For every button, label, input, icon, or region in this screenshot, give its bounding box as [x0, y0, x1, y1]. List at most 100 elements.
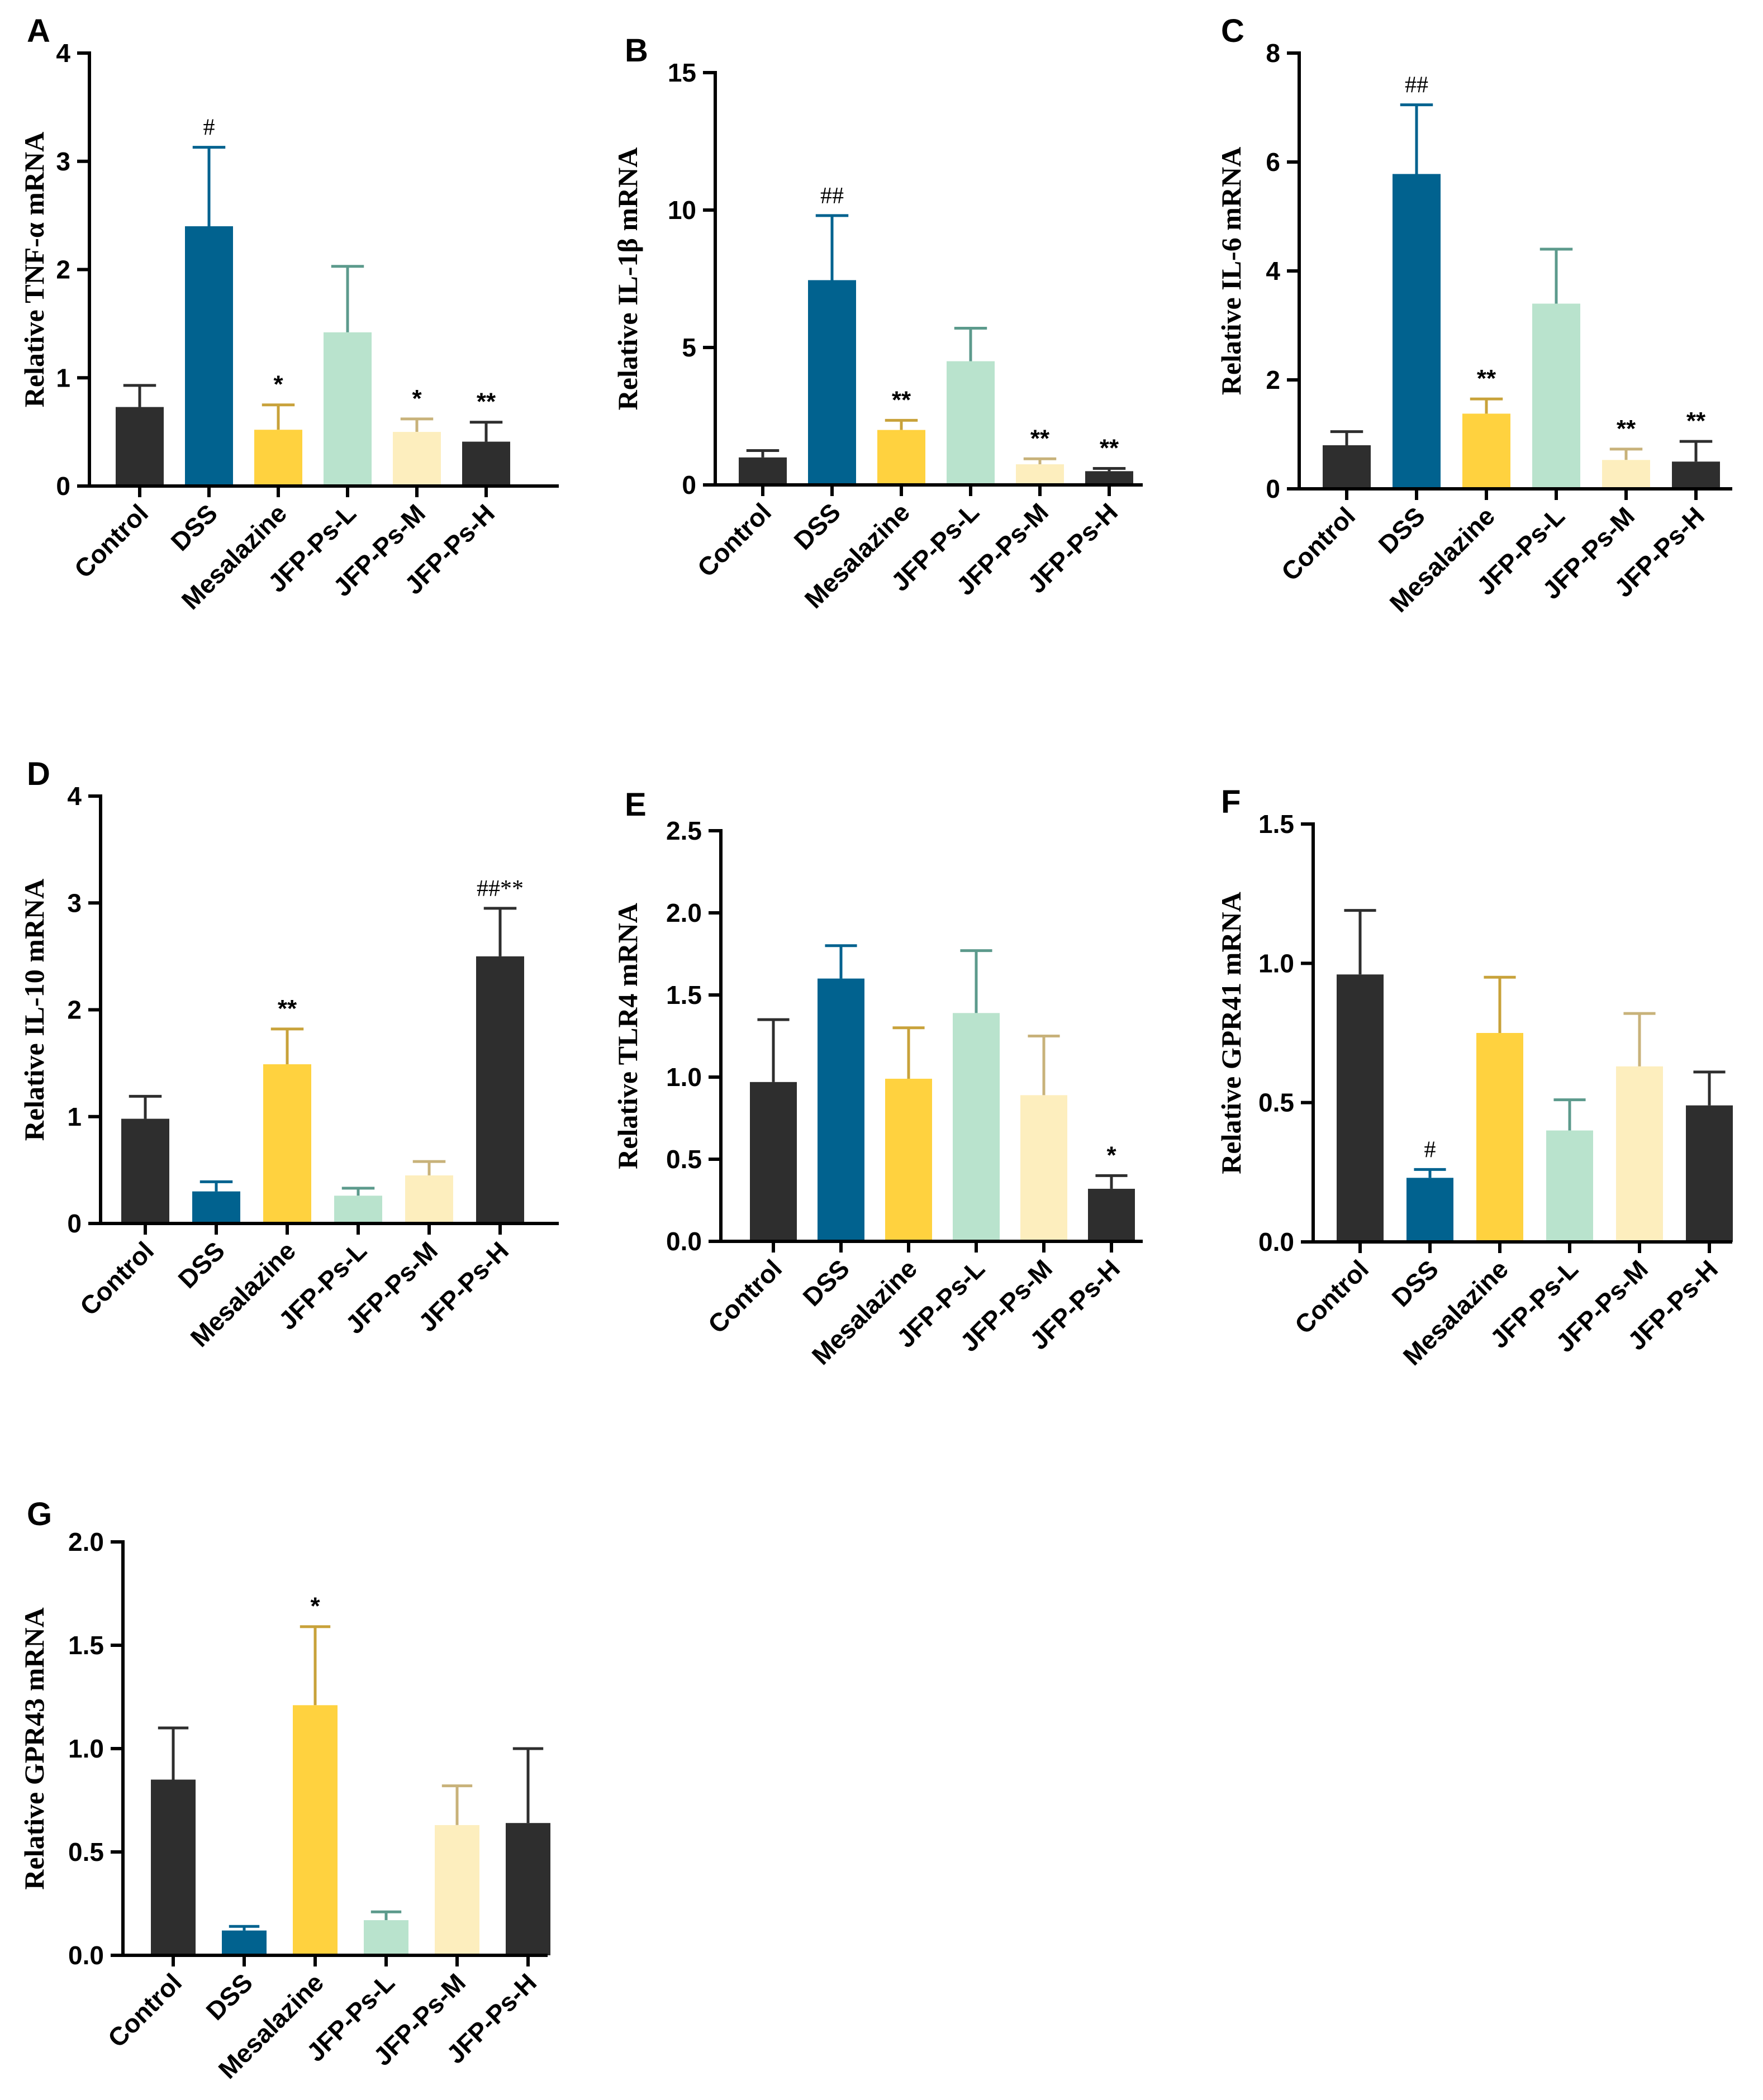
bar-jfp-ps-l	[324, 332, 372, 486]
x-tick-label: Control	[102, 1968, 187, 2053]
bar-jfp-ps-h	[1088, 1188, 1135, 1241]
significance-label: #	[1424, 1137, 1436, 1163]
y-tick-label: 0.5	[68, 1837, 104, 1866]
significance-label: *	[310, 1593, 320, 1620]
y-tick-label: 4	[1266, 256, 1280, 285]
bar-dss	[192, 1191, 240, 1223]
x-tick-label: DSS	[788, 497, 846, 555]
bar-mesalazine	[885, 1078, 932, 1241]
y-axis-label: Relative TNF-α mRNA	[18, 132, 50, 408]
x-tick-label: Control	[702, 1254, 787, 1339]
y-tick-label: 0.5	[1258, 1088, 1294, 1117]
y-tick-label: 2	[1266, 365, 1280, 394]
y-tick-label: 0.0	[1258, 1227, 1294, 1256]
bar-jfp-ps-h	[462, 441, 510, 486]
bar-dss	[1393, 174, 1441, 489]
bar-control	[121, 1118, 169, 1223]
y-tick-label: 1.0	[1258, 949, 1294, 978]
significance-label: *	[273, 371, 283, 398]
bar-control	[1323, 445, 1371, 489]
y-tick-label: 5	[682, 333, 696, 362]
x-tick-label: DSS	[1386, 1254, 1444, 1312]
x-tick-label: DSS	[172, 1236, 230, 1294]
y-tick-label: 0	[1266, 474, 1280, 503]
y-tick-label: 15	[668, 58, 696, 87]
bar-jfp-ps-l	[334, 1196, 382, 1223]
significance-label: **	[477, 388, 496, 416]
y-tick-label: 1.5	[666, 980, 702, 1009]
panel-letter: F	[1221, 784, 1241, 820]
bar-jfp-ps-m	[1020, 1095, 1067, 1241]
y-tick-label: 0	[682, 470, 696, 499]
significance-label: **	[278, 995, 297, 1022]
y-tick-label: 1.0	[68, 1734, 104, 1763]
y-tick-label: 4	[67, 782, 82, 811]
significance-label: **	[892, 386, 911, 413]
x-tick-label: Control	[1276, 501, 1361, 586]
bar-mesalazine	[1462, 413, 1510, 489]
y-axis-label: Relative GPR43 mRNA	[18, 1607, 50, 1889]
x-tick-label: Control	[1289, 1254, 1374, 1339]
y-tick-label: 0.5	[666, 1145, 702, 1174]
y-tick-label: 2	[56, 255, 70, 284]
bar-jfp-ps-l	[1546, 1130, 1593, 1242]
x-tick-label: Control	[69, 498, 154, 583]
x-tick-label: DSS	[165, 498, 223, 556]
panel-letter: B	[625, 32, 648, 69]
bar-jfp-ps-h	[476, 956, 524, 1223]
bar-dss	[808, 280, 856, 485]
bar-mesalazine	[293, 1705, 338, 1955]
y-tick-label: 1.5	[68, 1631, 104, 1660]
bar-mesalazine	[877, 430, 925, 485]
bar-control	[750, 1082, 797, 1241]
y-tick-label: 1.0	[666, 1063, 702, 1092]
panel-letter: E	[625, 787, 647, 823]
bar-jfp-ps-m	[435, 1825, 479, 1955]
significance-label: ##**	[477, 876, 524, 902]
bar-jfp-ps-h	[1686, 1105, 1733, 1242]
panel-letter: A	[27, 13, 50, 49]
significance-label: ##	[1405, 73, 1428, 98]
significance-label: *	[412, 385, 422, 412]
bar-jfp-ps-m	[1602, 460, 1650, 489]
y-tick-label: 0	[56, 472, 70, 501]
y-axis-label: Relative IL-6 mRNA	[1215, 147, 1247, 395]
bar-jfp-ps-m	[1016, 464, 1064, 485]
bar-jfp-ps-l	[1532, 303, 1580, 489]
y-tick-label: 1.5	[1258, 809, 1294, 839]
bar-jfp-ps-m	[393, 432, 441, 486]
bar-jfp-ps-m	[1616, 1066, 1663, 1242]
y-tick-label: 2.0	[666, 898, 702, 927]
y-axis-label: Relative IL-1β mRNA	[612, 147, 643, 411]
y-tick-label: 1	[67, 1102, 82, 1131]
panel-letter: D	[27, 756, 50, 792]
bar-jfp-ps-l	[953, 1013, 1000, 1241]
y-tick-label: 0	[67, 1209, 82, 1238]
bar-control	[1337, 974, 1384, 1242]
y-tick-label: 0.0	[68, 1941, 104, 1970]
y-axis-label: Relative IL-10 mRNA	[18, 879, 50, 1141]
significance-label: ##	[820, 183, 844, 209]
bar-dss	[185, 226, 233, 486]
x-tick-label: DSS	[200, 1968, 258, 2026]
y-axis-label: Relative GPR41 mRNA	[1215, 892, 1247, 1174]
significance-label: **	[1617, 415, 1636, 442]
bar-mesalazine	[1476, 1033, 1523, 1242]
y-tick-label: 3	[56, 147, 70, 176]
bar-control	[739, 457, 787, 485]
y-axis-label: Relative TLR4 mRNA	[612, 903, 643, 1169]
significance-label: #	[203, 115, 215, 141]
y-tick-label: 2.0	[68, 1527, 104, 1556]
y-tick-label: 6	[1266, 147, 1280, 177]
y-tick-label: 2	[67, 996, 82, 1025]
significance-label: **	[1030, 425, 1050, 452]
bar-control	[116, 407, 164, 486]
y-tick-label: 1	[56, 363, 70, 392]
